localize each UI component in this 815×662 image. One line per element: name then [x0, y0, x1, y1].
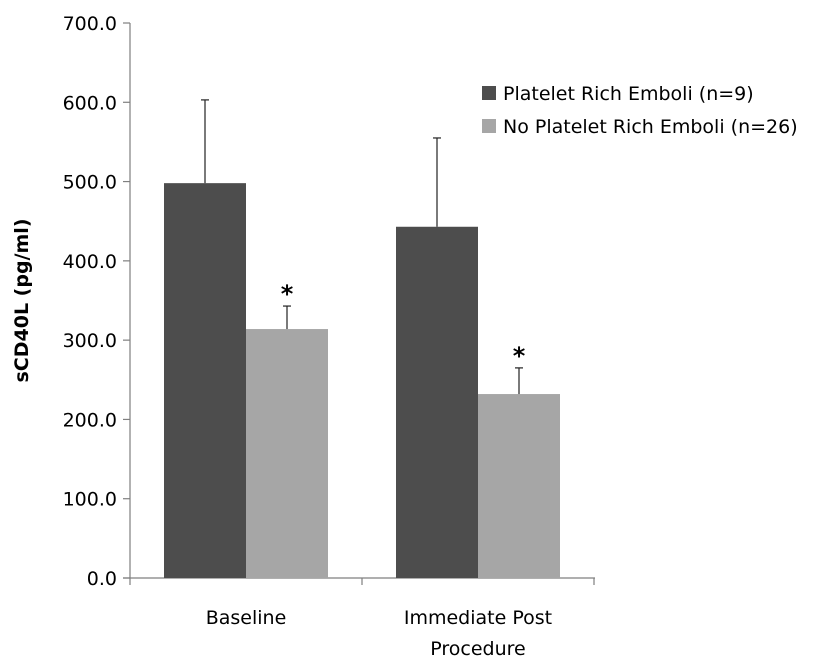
y-tick-label: 600.0 [63, 92, 117, 114]
legend: Platelet Rich Emboli (n=9) No Platelet Ri… [482, 83, 798, 138]
legend-label: Platelet Rich Emboli (n=9) [503, 83, 754, 105]
y-tick-label: 300.0 [63, 330, 117, 352]
category-label: Baseline [206, 607, 287, 629]
bar [164, 183, 246, 578]
y-tick-label: 400.0 [63, 251, 117, 273]
y-axis-label: sCD40L (pg/ml) [11, 218, 33, 382]
error-bars [201, 99, 523, 395]
legend-swatch [482, 86, 496, 100]
bar [246, 329, 328, 578]
y-tick-label: 0.0 [87, 568, 117, 590]
bars [164, 183, 560, 578]
legend-label: No Platelet Rich Emboli (n=26) [503, 116, 798, 138]
bar [396, 226, 478, 578]
y-tick-label: 100.0 [63, 489, 117, 511]
labels: sCD40L (pg/ml) * * Baseline Immediate Post Pr… [11, 218, 552, 660]
y-tick-label: 200.0 [63, 409, 117, 431]
category-label: Immediate Post [404, 607, 552, 629]
y-tick-label: 700.0 [63, 13, 117, 35]
category-label: Procedure [430, 638, 525, 658]
axes: 0.0 100.0 200.0 300.0 400.0 500.0 600.0 700.0 [63, 13, 595, 590]
bar [478, 394, 560, 578]
significance-mark: * [281, 280, 294, 308]
y-tick-label: 500.0 [63, 172, 117, 194]
legend-swatch [482, 119, 496, 133]
significance-mark: * [513, 342, 526, 370]
